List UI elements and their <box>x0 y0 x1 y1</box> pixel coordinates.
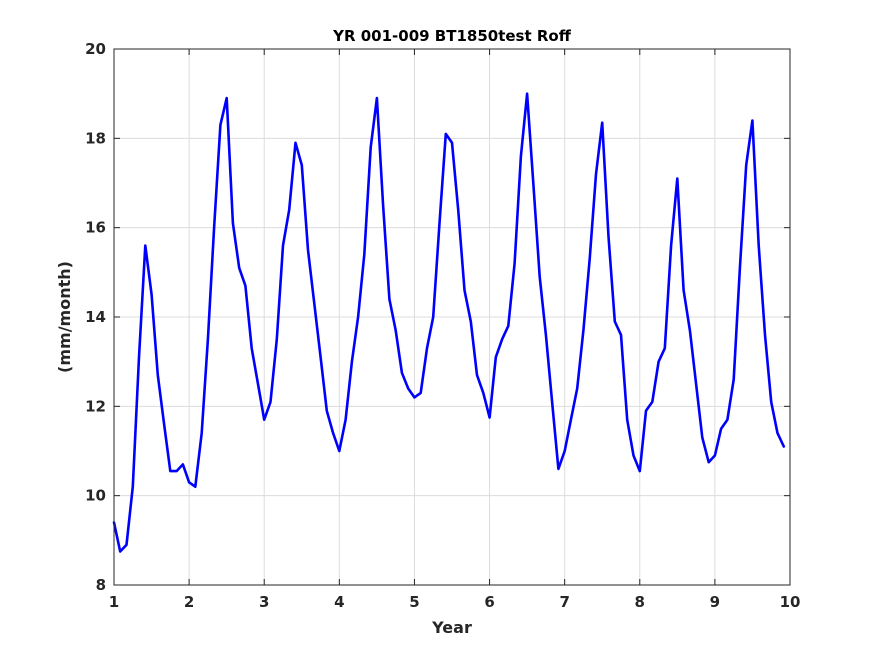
chart-title: YR 001-009 BT1850test Roff <box>332 27 572 45</box>
x-tick-label: 10 <box>780 593 801 611</box>
x-tick-label: 7 <box>559 593 569 611</box>
x-tick-label: 9 <box>710 593 720 611</box>
y-tick-label: 12 <box>85 397 106 415</box>
y-tick-label: 14 <box>85 308 106 326</box>
y-tick-label: 18 <box>85 129 106 147</box>
y-tick-label: 10 <box>85 487 106 505</box>
x-tick-label: 3 <box>259 593 269 611</box>
series-layer <box>112 92 786 553</box>
y-tick-label: 20 <box>85 40 106 58</box>
x-tick-label: 4 <box>334 593 344 611</box>
x-tick-label: 1 <box>109 593 119 611</box>
axis-ticks <box>113 48 791 586</box>
y-tick-label: 8 <box>96 576 106 594</box>
y-tick-label: 16 <box>85 219 106 237</box>
x-tick-label: 8 <box>635 593 645 611</box>
x-axis-label: Year <box>431 618 472 637</box>
y-axis-label: (mm/month) <box>55 261 74 373</box>
series-line <box>112 92 786 553</box>
x-tick-label: 6 <box>484 593 494 611</box>
x-tick-label: 2 <box>184 593 194 611</box>
x-tick-label: 5 <box>409 593 419 611</box>
